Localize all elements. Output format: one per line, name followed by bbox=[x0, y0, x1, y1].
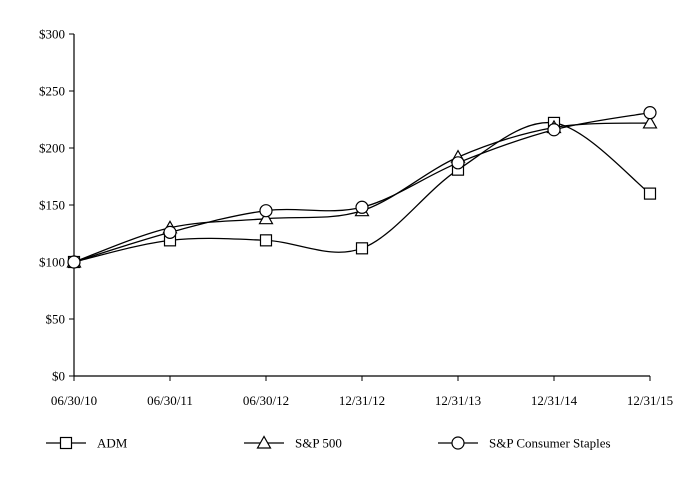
data-point-s-p-consumer-staples bbox=[163, 225, 177, 239]
legend-label: S&P 500 bbox=[295, 436, 342, 451]
data-point-s-p-consumer-staples bbox=[259, 204, 273, 218]
data-point-adm bbox=[355, 242, 369, 255]
legend-marker-square bbox=[59, 436, 73, 450]
data-point-s-p-500 bbox=[258, 210, 274, 225]
legend: ADM S&P 500 S&P Consumer Staples bbox=[46, 435, 611, 451]
y-tick-label: $250 bbox=[39, 84, 65, 99]
x-tick-label: 06/30/11 bbox=[147, 393, 193, 408]
y-tick-label: $0 bbox=[52, 369, 65, 384]
x-tick-label: 06/30/10 bbox=[51, 393, 97, 408]
series-line-adm bbox=[73, 121, 651, 263]
data-point-s-p-consumer-staples bbox=[547, 123, 561, 137]
legend-item-s-p-consumer-staples: S&P Consumer Staples bbox=[438, 436, 611, 451]
y-tick-label: $50 bbox=[46, 312, 66, 327]
data-point-adm bbox=[643, 187, 657, 200]
legend-item-s-p-500: S&P 500 bbox=[244, 435, 342, 451]
data-point-s-p-consumer-staples bbox=[451, 156, 465, 170]
y-tick-label: $300 bbox=[39, 27, 65, 42]
y-tick-label: $100 bbox=[39, 255, 65, 270]
x-tick-label: 06/30/12 bbox=[243, 393, 289, 408]
y-tick-label: $150 bbox=[39, 198, 65, 213]
x-tick-label: 12/31/12 bbox=[339, 393, 385, 408]
data-point-s-p-consumer-staples bbox=[643, 106, 657, 120]
data-point-s-p-consumer-staples bbox=[67, 255, 81, 269]
data-point-adm bbox=[259, 234, 273, 247]
data-point-s-p-consumer-staples bbox=[355, 200, 369, 214]
x-tick-label: 12/31/15 bbox=[627, 393, 673, 408]
y-tick-label: $200 bbox=[39, 141, 65, 156]
legend-label: S&P Consumer Staples bbox=[489, 436, 611, 451]
x-tick-label: 12/31/14 bbox=[531, 393, 578, 408]
legend-marker-triangle bbox=[256, 435, 272, 449]
data-point-s-p-500 bbox=[642, 115, 658, 129]
series-line-s-p-consumer-staples bbox=[73, 112, 651, 263]
legend-label: ADM bbox=[97, 436, 128, 451]
legend-item-adm: ADM bbox=[46, 436, 128, 451]
legend-marker-circle bbox=[451, 436, 465, 450]
plot-area: $0 $50 $100 $150 $200 $250 $300 06/30/10 06/30/1… bbox=[39, 27, 673, 409]
x-tick-label: 12/31/13 bbox=[435, 393, 481, 408]
